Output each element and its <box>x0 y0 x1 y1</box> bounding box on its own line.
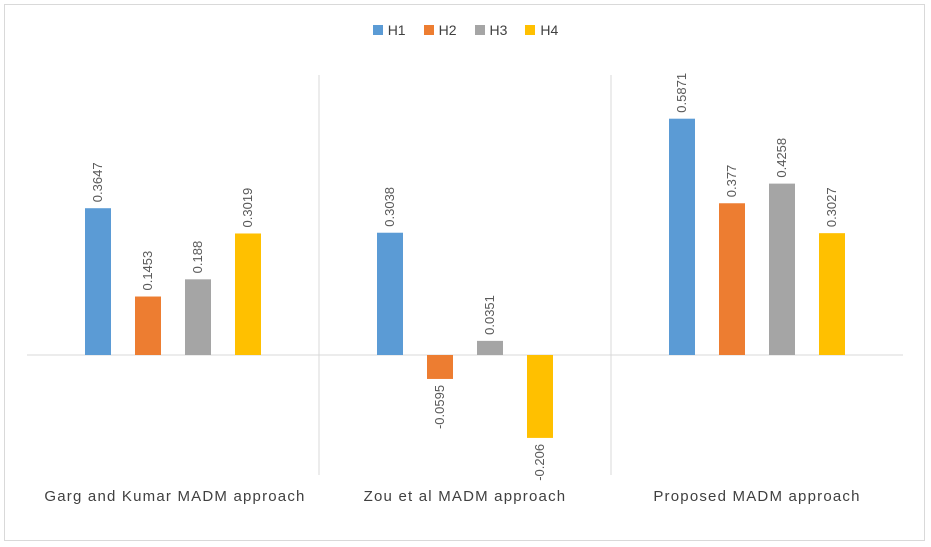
bar-h4-cat2 <box>819 233 845 355</box>
data-label-h4-cat1: -0.206 <box>532 444 547 481</box>
category-label-zou: Zou et al MADM approach <box>363 488 567 505</box>
legend-swatch-h4 <box>525 25 536 35</box>
bar-h2-cat1 <box>427 355 453 379</box>
bar-h2-cat0 <box>135 296 161 355</box>
bar-h1-cat0 <box>85 208 111 355</box>
data-label-h3-cat0: 0.188 <box>190 241 205 274</box>
legend-swatch-h1 <box>372 25 383 35</box>
data-label-h4-cat2: 0.3027 <box>824 187 839 227</box>
legend-item-h2: H2 <box>423 22 457 38</box>
legend-label-h2: H2 <box>438 22 457 38</box>
legend-label-h1: H1 <box>387 22 406 38</box>
bar-h2-cat2 <box>719 203 745 355</box>
data-label-h1-cat2: 0.5871 <box>674 73 689 113</box>
bar-h4-cat0 <box>235 233 261 355</box>
category-label-proposed: Proposed MADM approach <box>653 488 861 505</box>
bar-h3-cat2 <box>769 183 795 355</box>
bar-h4-cat1 <box>527 355 553 438</box>
legend: H1 H2 H3 H4 <box>0 22 931 38</box>
data-label-h1-cat1: 0.3038 <box>382 187 397 227</box>
legend-item-h4: H4 <box>525 22 558 38</box>
data-label-h4-cat0: 0.3019 <box>240 188 255 228</box>
bar-h3-cat1 <box>477 340 503 355</box>
data-label-h3-cat2: 0.4258 <box>774 138 789 178</box>
data-label-h2-cat2: 0.377 <box>724 165 739 198</box>
legend-swatch-h2 <box>423 25 434 35</box>
data-label-h1-cat0: 0.3647 <box>90 162 105 202</box>
bar-h3-cat0 <box>185 279 211 355</box>
data-label-h3-cat1: 0.0351 <box>482 295 497 335</box>
bar-h1-cat2 <box>669 118 695 355</box>
data-label-h2-cat0: 0.1453 <box>140 251 155 291</box>
legend-item-h3: H3 <box>474 22 508 38</box>
bar-h1-cat1 <box>377 232 403 355</box>
category-label-garg: Garg and Kumar MADM approach <box>44 488 306 505</box>
legend-item-h1: H1 <box>372 22 406 38</box>
data-label-h2-cat1: -0.0595 <box>432 385 447 429</box>
legend-label-h4: H4 <box>540 22 559 38</box>
legend-swatch-h3 <box>474 25 485 35</box>
legend-label-h3: H3 <box>489 22 508 38</box>
